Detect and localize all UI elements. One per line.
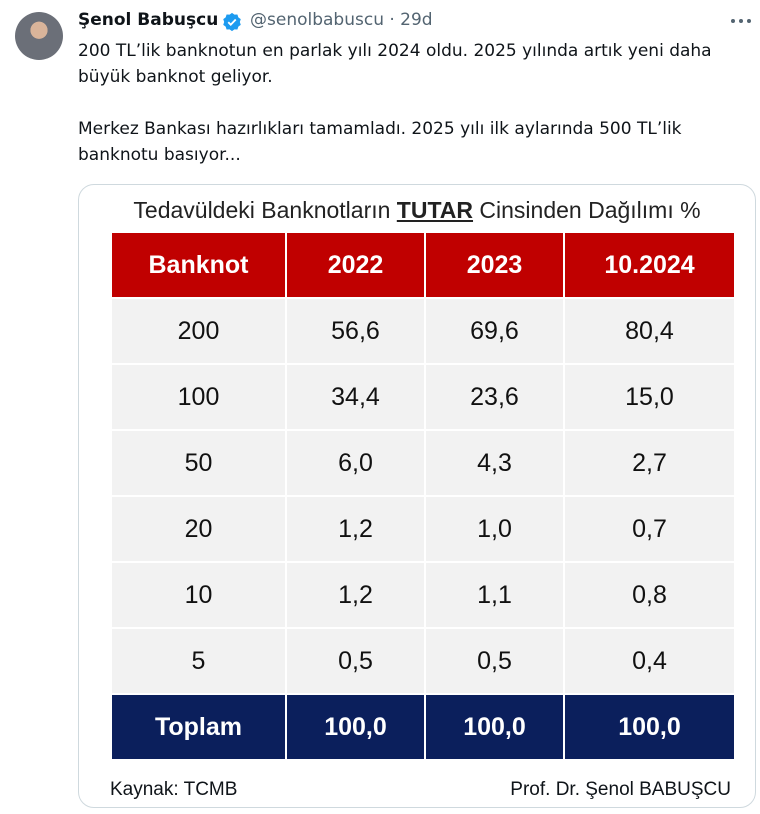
- table-cell: 10: [110, 561, 287, 629]
- table-cell: 200: [110, 297, 287, 365]
- table-row: Banknot 2022 2023 10.2024: [110, 231, 736, 299]
- title-text: Cinsinden Dağılımı %: [473, 197, 701, 223]
- tweet-image[interactable]: Tedavüldeki Banknotların TUTAR Cinsinden…: [78, 184, 756, 808]
- table-cell: 100,0: [424, 693, 565, 761]
- table-cell: 69,6: [424, 297, 565, 365]
- table-cell: Toplam: [110, 693, 287, 761]
- image-title: Tedavüldeki Banknotların TUTAR Cinsinden…: [79, 197, 755, 224]
- table-cell: 0,5: [285, 627, 426, 695]
- title-text: Tedavüldeki Banknotların: [133, 197, 397, 223]
- avatar[interactable]: [15, 12, 63, 60]
- table-cell: 5: [110, 627, 287, 695]
- table-row: 200 56,6 69,6 80,4: [110, 297, 736, 365]
- verified-badge: [223, 12, 241, 32]
- table-cell: Banknot: [110, 231, 287, 299]
- table-cell: 0,8: [563, 561, 736, 629]
- table-cell: 0,5: [424, 627, 565, 695]
- table-cell: 20: [110, 495, 287, 563]
- table-row: 10 1,2 1,1 0,8: [110, 561, 736, 629]
- table-row: 50 6,0 4,3 2,7: [110, 429, 736, 497]
- handle-time[interactable]: @senolbabuscu · 29d: [250, 10, 433, 30]
- table-cell: 34,4: [285, 363, 426, 431]
- source: Kaynak: TCMB: [110, 779, 238, 800]
- table-row: 20 1,2 1,0 0,7: [110, 495, 736, 563]
- table: Banknot 2022 2023 10.2024 200 56,6 69,6 80,4 100…: [110, 231, 736, 761]
- table-cell: 2023: [424, 231, 565, 299]
- table-cell: 100,0: [285, 693, 426, 761]
- table-cell: 2,7: [563, 429, 736, 497]
- table-cell: 15,0: [563, 363, 736, 431]
- paragraph: Merkez Bankası hazırlıkları tamamladı. 2…: [78, 119, 682, 165]
- table-cell: 23,6: [424, 363, 565, 431]
- table-cell: 0,7: [563, 495, 736, 563]
- table-cell: 10.2024: [563, 231, 736, 299]
- table-cell: 4,3: [424, 429, 565, 497]
- table-row: 5 0,5 0,5 0,4: [110, 627, 736, 695]
- table-row: 100 34,4 23,6 15,0: [110, 363, 736, 431]
- title-emphasis: TUTAR: [396, 197, 474, 223]
- paragraph: 200 TL’lik banknotun en parlak yılı 2024…: [78, 41, 712, 87]
- table-cell: 0,4: [563, 627, 736, 695]
- author-name[interactable]: Şenol Babuşcu: [78, 10, 219, 30]
- table-cell: 50: [110, 429, 287, 497]
- table-cell: 100: [110, 363, 287, 431]
- table-cell: 80,4: [563, 297, 736, 365]
- table-cell: 6,0: [285, 429, 426, 497]
- table-cell: 1,2: [285, 495, 426, 563]
- table-cell: 1,2: [285, 561, 426, 629]
- credit: Prof. Dr. Şenol BABUŞCU: [510, 779, 731, 800]
- more-menu[interactable]: [730, 16, 752, 26]
- tweet-text: 200 TL’lik banknotun en parlak yılı 2024…: [78, 38, 750, 194]
- table-cell: 1,1: [424, 561, 565, 629]
- table-cell: 2022: [285, 231, 426, 299]
- table-cell: 100,0: [563, 693, 736, 761]
- table-row: Toplam 100,0 100,0 100,0: [110, 693, 736, 761]
- table-cell: 56,6: [285, 297, 426, 365]
- table-cell: 1,0: [424, 495, 565, 563]
